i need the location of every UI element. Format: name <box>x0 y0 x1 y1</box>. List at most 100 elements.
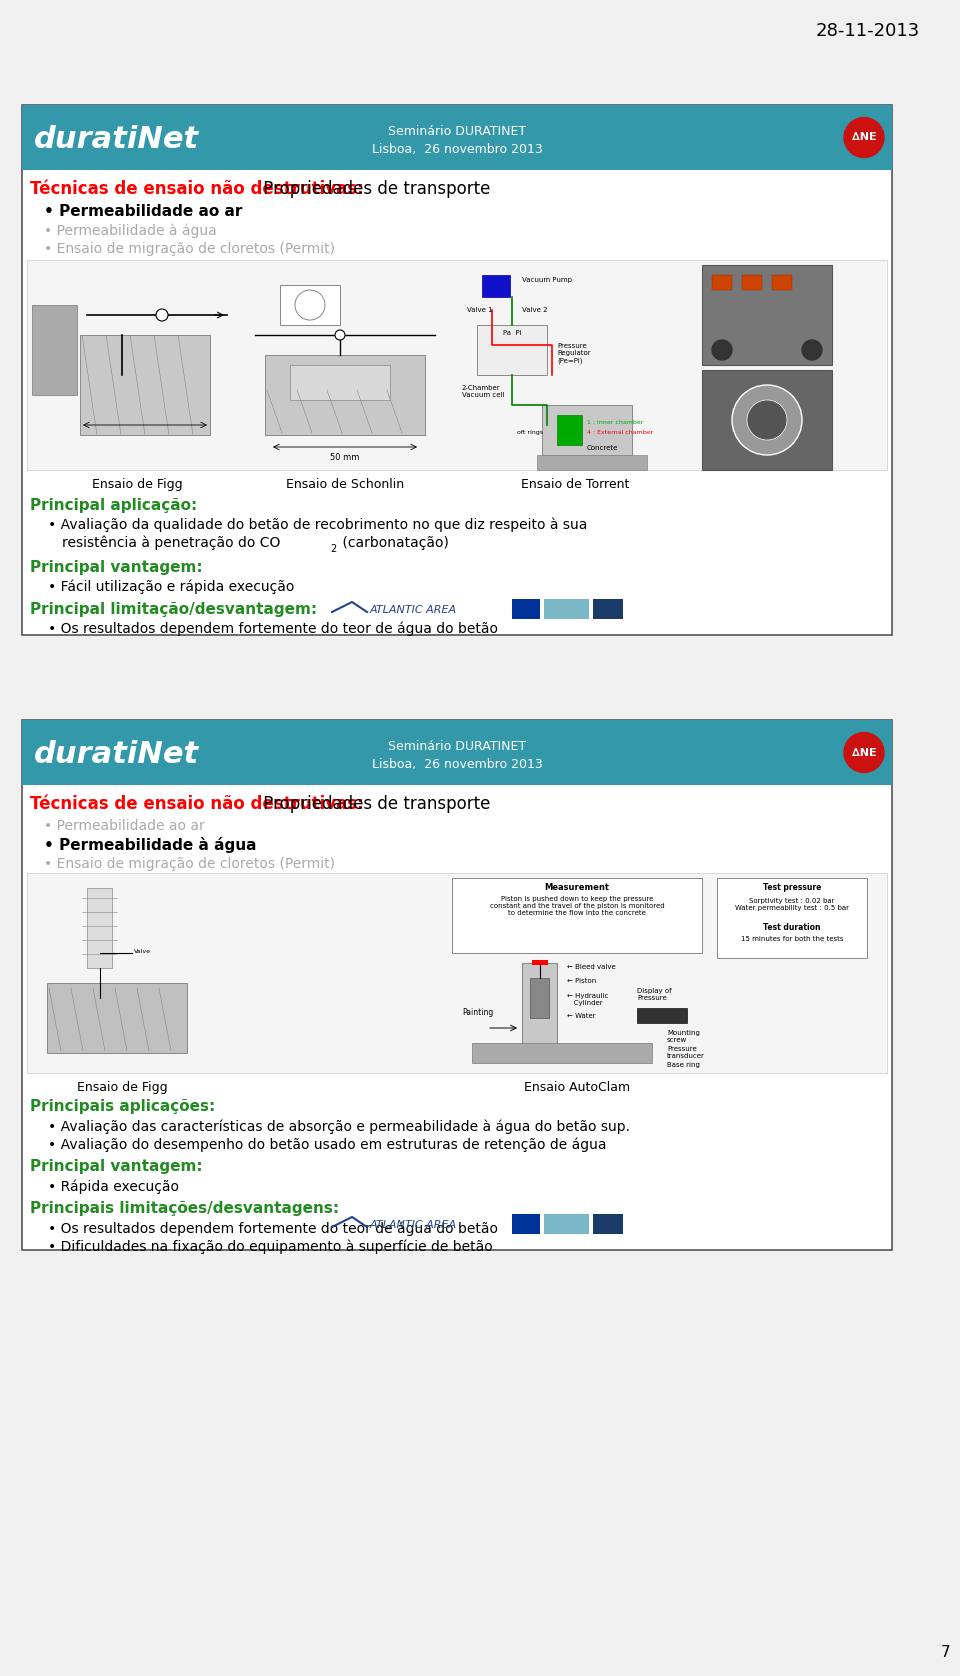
Text: 2: 2 <box>330 545 336 555</box>
Text: Seminário DURATINET: Seminário DURATINET <box>388 126 526 137</box>
Text: Principal vantagem:: Principal vantagem: <box>30 560 203 575</box>
Text: Piston is pushed down to keep the pressure
constant and the travel of the piston: Piston is pushed down to keep the pressu… <box>490 897 664 917</box>
Text: Propriedades de transporte: Propriedades de transporte <box>258 179 491 198</box>
Text: Base ring: Base ring <box>667 1063 700 1068</box>
Circle shape <box>732 385 802 454</box>
Text: • Os resultados dependem fortemente do teor de água do betão: • Os resultados dependem fortemente do t… <box>48 622 498 637</box>
Text: ATLANTIC AREA: ATLANTIC AREA <box>370 1220 457 1230</box>
Text: Vacuum Pump: Vacuum Pump <box>522 277 572 283</box>
Text: oft rings: oft rings <box>517 431 543 436</box>
Text: Técnicas de ensaio não destrutivas:: Técnicas de ensaio não destrutivas: <box>30 179 364 198</box>
FancyBboxPatch shape <box>593 1213 623 1234</box>
Text: Principal vantagem:: Principal vantagem: <box>30 1160 203 1173</box>
Text: duratiNet: duratiNet <box>34 741 199 769</box>
FancyBboxPatch shape <box>87 888 112 969</box>
Text: Pa  Pi: Pa Pi <box>503 330 521 335</box>
Text: duratiNet: duratiNet <box>34 126 199 154</box>
FancyBboxPatch shape <box>530 979 549 1017</box>
FancyBboxPatch shape <box>32 305 77 396</box>
FancyBboxPatch shape <box>512 598 540 618</box>
Text: 4 : External chamber: 4 : External chamber <box>587 431 653 436</box>
Text: ← Piston: ← Piston <box>567 979 596 984</box>
Circle shape <box>156 308 168 322</box>
FancyBboxPatch shape <box>772 275 792 290</box>
FancyBboxPatch shape <box>22 721 892 784</box>
FancyBboxPatch shape <box>477 325 547 375</box>
Text: • Os resultados dependem fortemente do teor de água do betão: • Os resultados dependem fortemente do t… <box>48 1222 498 1235</box>
Text: 28-11-2013: 28-11-2013 <box>816 22 920 40</box>
Text: • Avaliação das características de absorção e permeabilidade à água do betão sup: • Avaliação das características de absor… <box>48 1120 630 1133</box>
Text: Ensaio AutoClam: Ensaio AutoClam <box>524 1081 630 1094</box>
Text: • Permeabilidade ao ar: • Permeabilidade ao ar <box>44 820 204 833</box>
Text: • Dificuldades na fixação do equipamento à superfície de betão: • Dificuldades na fixação do equipamento… <box>48 1239 492 1254</box>
Text: 2-Chamber
Vacuum cell: 2-Chamber Vacuum cell <box>462 385 505 397</box>
Circle shape <box>712 340 732 360</box>
Text: 15 minutes for both the tests: 15 minutes for both the tests <box>741 935 843 942</box>
Text: Pressure
transducer: Pressure transducer <box>667 1046 705 1059</box>
Text: Principal limitação/desvantagem:: Principal limitação/desvantagem: <box>30 602 317 617</box>
Text: • Ensaio de migração de cloretos (Permit): • Ensaio de migração de cloretos (Permit… <box>44 241 335 256</box>
FancyBboxPatch shape <box>482 275 510 297</box>
FancyBboxPatch shape <box>280 285 340 325</box>
Text: Test duration: Test duration <box>763 923 821 932</box>
FancyBboxPatch shape <box>593 598 623 618</box>
Text: resistência à penetração do CO: resistência à penetração do CO <box>62 536 280 550</box>
FancyBboxPatch shape <box>290 365 390 401</box>
FancyBboxPatch shape <box>542 406 632 454</box>
Text: ATLANTIC AREA: ATLANTIC AREA <box>370 605 457 615</box>
FancyBboxPatch shape <box>22 721 892 1250</box>
FancyBboxPatch shape <box>80 335 210 436</box>
Text: Mounting
screw: Mounting screw <box>667 1031 700 1042</box>
Text: Sorptivity test : 0.02 bar
Water permeability test : 0.5 bar: Sorptivity test : 0.02 bar Water permeab… <box>735 898 849 912</box>
Text: Display of
Pressure: Display of Pressure <box>637 987 672 1001</box>
Text: Lisboa,  26 novembro 2013: Lisboa, 26 novembro 2013 <box>372 142 542 156</box>
Text: Ensaio de Schonlin: Ensaio de Schonlin <box>286 478 404 491</box>
Text: Painting: Painting <box>462 1007 493 1017</box>
FancyBboxPatch shape <box>742 275 762 290</box>
FancyBboxPatch shape <box>637 1007 687 1022</box>
FancyBboxPatch shape <box>512 1213 540 1234</box>
FancyBboxPatch shape <box>47 984 187 1053</box>
Text: ∆NΕ: ∆NΕ <box>852 132 876 142</box>
FancyBboxPatch shape <box>537 454 647 469</box>
Text: • Avaliação da qualidade do betão de recobrimento no que diz respeito à sua: • Avaliação da qualidade do betão de rec… <box>48 518 588 533</box>
Circle shape <box>844 732 884 773</box>
Text: Propriedades de transporte: Propriedades de transporte <box>258 794 491 813</box>
Text: (carbonatação): (carbonatação) <box>338 536 449 550</box>
Text: Ensaio de Torrent: Ensaio de Torrent <box>521 478 629 491</box>
FancyBboxPatch shape <box>22 106 892 169</box>
Text: • Avaliação do desempenho do betão usado em estruturas de retenção de água: • Avaliação do desempenho do betão usado… <box>48 1136 607 1151</box>
Circle shape <box>747 401 787 441</box>
Text: Principal aplicação:: Principal aplicação: <box>30 498 197 513</box>
FancyBboxPatch shape <box>22 106 892 635</box>
Text: Técnicas de ensaio não destrutivas:: Técnicas de ensaio não destrutivas: <box>30 794 364 813</box>
Circle shape <box>335 330 345 340</box>
FancyBboxPatch shape <box>265 355 425 436</box>
Text: ← Water: ← Water <box>567 1012 595 1019</box>
Text: Lisboa,  26 novembro 2013: Lisboa, 26 novembro 2013 <box>372 758 542 771</box>
Text: 7: 7 <box>941 1646 950 1659</box>
FancyBboxPatch shape <box>544 1213 589 1234</box>
Text: Seminário DURATINET: Seminário DURATINET <box>388 741 526 753</box>
FancyBboxPatch shape <box>522 964 557 1053</box>
FancyBboxPatch shape <box>27 873 887 1073</box>
FancyBboxPatch shape <box>452 878 702 954</box>
Text: Concrete: Concrete <box>587 446 618 451</box>
Text: • Rápida execução: • Rápida execução <box>48 1178 179 1193</box>
Text: ∆NΕ: ∆NΕ <box>852 747 876 758</box>
Text: • Permeabilidade à água: • Permeabilidade à água <box>44 225 217 238</box>
Text: Principais aplicações:: Principais aplicações: <box>30 1099 215 1115</box>
Text: • Permeabilidade ao ar: • Permeabilidade ao ar <box>44 204 242 220</box>
Circle shape <box>295 290 325 320</box>
Text: Valve 1: Valve 1 <box>467 307 492 313</box>
FancyBboxPatch shape <box>717 878 867 959</box>
FancyBboxPatch shape <box>472 1042 652 1063</box>
FancyBboxPatch shape <box>544 598 589 618</box>
Text: Principais limitações/desvantagens:: Principais limitações/desvantagens: <box>30 1202 339 1217</box>
Text: Ensaio de Figg: Ensaio de Figg <box>77 1081 167 1094</box>
Text: • Ensaio de migração de cloretos (Permit): • Ensaio de migração de cloretos (Permit… <box>44 856 335 872</box>
Circle shape <box>802 340 822 360</box>
Text: Valve: Valve <box>134 949 151 954</box>
FancyBboxPatch shape <box>27 260 887 469</box>
Text: 1 : Inner chamber: 1 : Inner chamber <box>587 421 643 426</box>
